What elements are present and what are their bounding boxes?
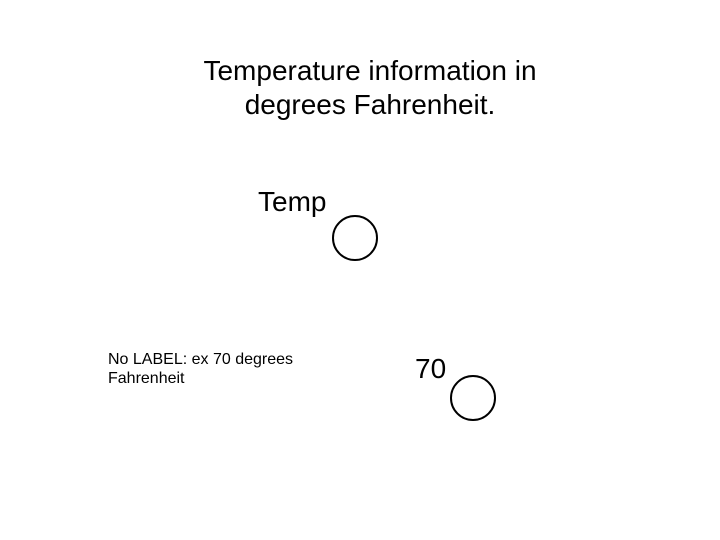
- note-line-1: No LABEL: ex 70 degrees: [108, 351, 293, 368]
- no-label-note: No LABEL: ex 70 degrees Fahrenheit: [108, 350, 293, 388]
- value-circle-icon: [450, 375, 496, 421]
- temp-circle-icon: [332, 215, 378, 261]
- diagram-stage: Temperature information in degrees Fahre…: [0, 0, 720, 540]
- title-line-2: degrees Fahrenheit.: [245, 89, 496, 120]
- page-title: Temperature information in degrees Fahre…: [160, 54, 580, 121]
- value-label: 70: [415, 352, 446, 386]
- value-label-text: 70: [415, 353, 446, 384]
- temp-label: Temp: [258, 185, 326, 219]
- temp-label-text: Temp: [258, 186, 326, 217]
- note-line-2: Fahrenheit: [108, 370, 185, 387]
- title-line-1: Temperature information in: [203, 55, 536, 86]
